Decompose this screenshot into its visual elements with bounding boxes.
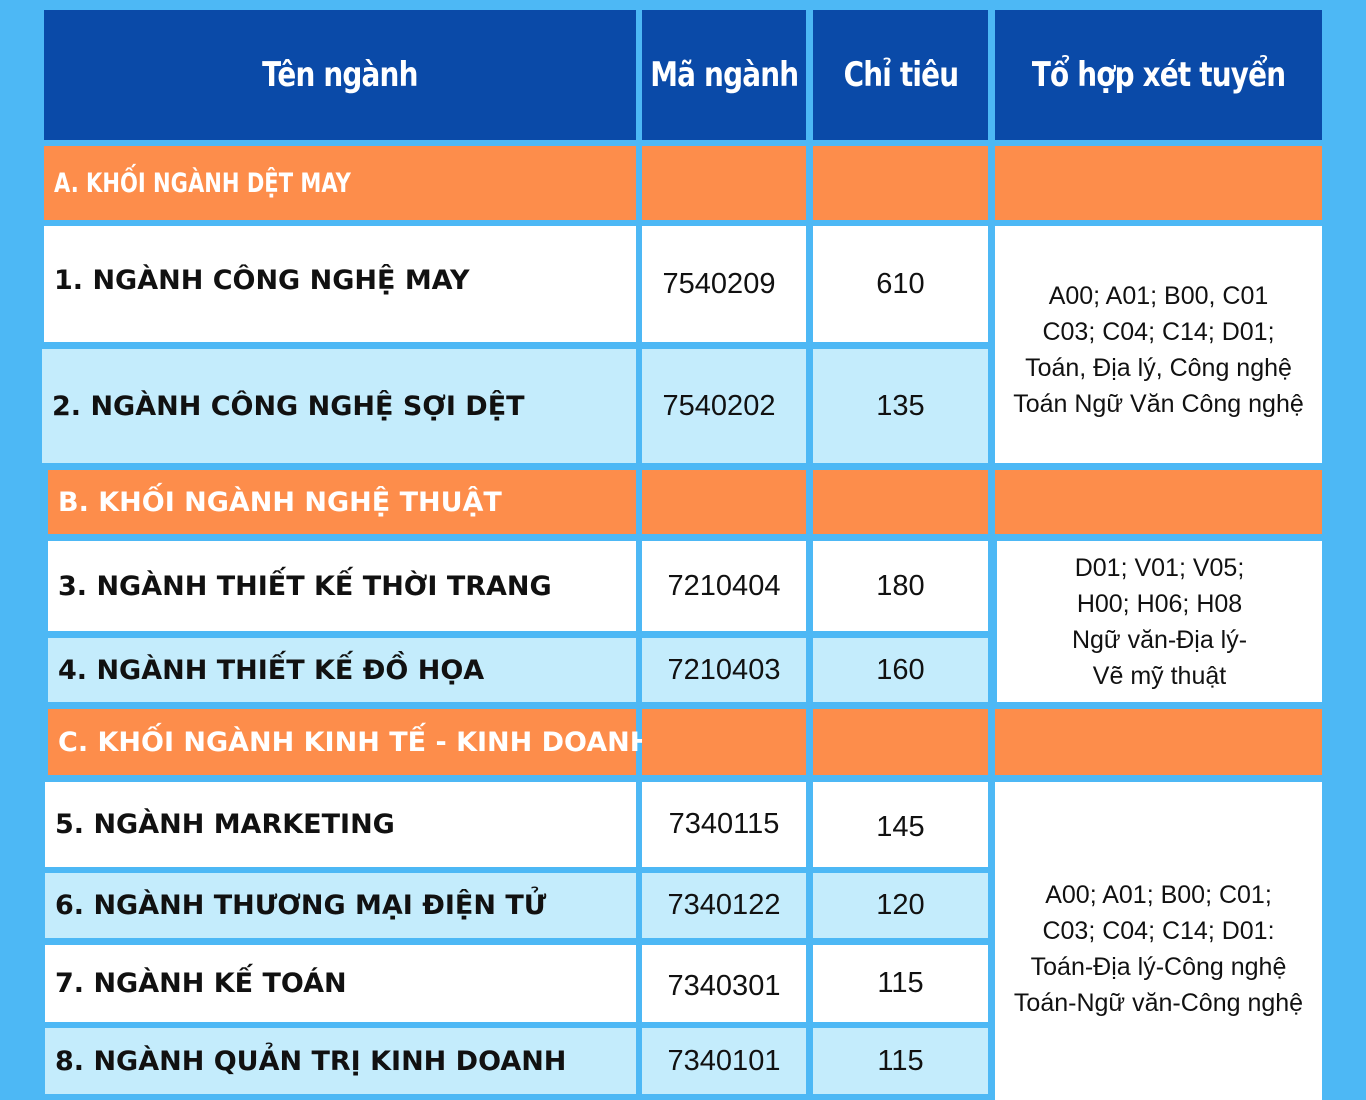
section-c-quota-cell — [813, 709, 988, 775]
combination-line: Toán, Địa lý, Công nghệ — [1025, 353, 1292, 382]
row-6-code: 7340122 — [642, 873, 806, 938]
section-c-label: C. KHỐI NGÀNH KINH TẾ - KINH DOANH — [48, 709, 652, 775]
row-6-name: 6. NGÀNH THƯƠNG MẠI ĐIỆN TỬ — [45, 873, 636, 938]
row-5-quota: 145 — [813, 782, 988, 867]
header-code: Mã ngành — [642, 10, 806, 140]
row-8-name: 8. NGÀNH QUẢN TRỊ KINH DOANH — [45, 1028, 636, 1094]
row-4-quota: 160 — [813, 638, 988, 702]
row-2-quota: 135 — [813, 349, 988, 463]
row-7-quota: 115 — [813, 945, 988, 1022]
section-a-label: A. KHỐI NGÀNH DỆT MAY — [44, 146, 636, 220]
row-2-name: 2. NGÀNH CÔNG NGHỆ SỢI DỆT — [42, 349, 636, 463]
header-name: Tên ngành — [44, 10, 636, 140]
row-1-name: 1. NGÀNH CÔNG NGHỆ MAY — [44, 226, 636, 342]
section-b-combination: D01; V01; V05; H00; H06; H08 Ngữ văn-Địa… — [997, 541, 1322, 702]
header-quota: Chỉ tiêu — [813, 10, 988, 140]
row-1-quota: 610 — [813, 226, 988, 342]
row-8-quota: 115 — [813, 1028, 988, 1094]
combination-line: Toán-Ngữ văn-Công nghệ — [1013, 989, 1304, 1017]
section-c-combination-cell — [995, 709, 1322, 775]
section-b-label: B. KHỐI NGÀNH NGHỆ THUẬT — [48, 470, 636, 534]
section-b-code-cell — [642, 470, 806, 534]
combination-line: C03; C04; C14; D01: — [1042, 917, 1275, 945]
row-3-name: 3. NGÀNH THIẾT KẾ THỜI TRANG — [48, 541, 636, 631]
row-5-code: 7340115 — [642, 782, 806, 867]
combination-line: A00; A01; B00; C01; — [1045, 881, 1272, 909]
section-a-quota-cell — [813, 146, 988, 220]
section-c-combination: A00; A01; B00; C01; C03; C04; C14; D01: … — [995, 782, 1322, 1100]
row-2-code: 7540202 — [642, 349, 806, 463]
row-8-code: 7340101 — [642, 1028, 806, 1094]
combination-line: H00; H06; H08 — [1076, 589, 1243, 618]
section-b-combination-cell — [995, 470, 1322, 534]
row-1-code: 7540209 — [642, 226, 806, 342]
section-c-code-cell — [642, 709, 806, 775]
combination-line: Vẽ mỹ thuật — [1092, 661, 1227, 690]
row-7-name: 7. NGÀNH KẾ TOÁN — [45, 945, 636, 1022]
combination-line: Ngữ văn-Địa lý- — [1071, 625, 1248, 654]
row-6-quota: 120 — [813, 873, 988, 938]
section-b-quota-cell — [813, 470, 988, 534]
row-4-name: 4. NGÀNH THIẾT KẾ ĐỒ HỌA — [48, 638, 636, 702]
row-3-code: 7210404 — [642, 541, 806, 631]
combination-line: Toán-Địa lý-Công nghệ — [1030, 953, 1287, 981]
combination-line: D01; V01; V05; — [1074, 553, 1245, 582]
section-a-combination: A00; A01; B00, C01 C03; C04; C14; D01; T… — [995, 226, 1322, 463]
section-a-code-cell — [642, 146, 806, 220]
combination-line: Toán Ngữ Văn Công nghệ — [1013, 389, 1304, 418]
combination-line: C03; C04; C14; D01; — [1042, 317, 1275, 346]
header-combination: Tổ hợp xét tuyển — [995, 10, 1322, 140]
row-4-code: 7210403 — [642, 638, 806, 702]
row-5-name: 5. NGÀNH MARKETING — [45, 782, 636, 867]
section-a-combination-cell — [995, 146, 1322, 220]
row-3-quota: 180 — [813, 541, 988, 631]
combination-line: A00; A01; B00, C01 — [1048, 281, 1269, 310]
row-7-code: 7340301 — [642, 945, 806, 1022]
